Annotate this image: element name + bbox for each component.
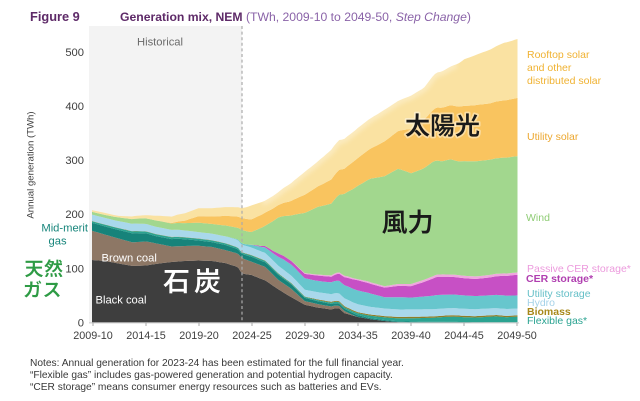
svg-text:2024-25: 2024-25 [232,330,272,342]
svg-text:Annual generation (TWh): Annual generation (TWh) [26,111,37,218]
svg-text:100: 100 [65,263,84,275]
svg-text:2034-35: 2034-35 [338,330,378,342]
svg-text:300: 300 [65,155,84,167]
svg-text:2019-20: 2019-20 [179,330,219,342]
svg-text:Mid-merit: Mid-merit [41,223,89,235]
svg-text:2049-50: 2049-50 [497,330,537,342]
svg-text:0: 0 [78,317,84,329]
svg-text:2014-15: 2014-15 [126,330,166,342]
svg-text:gas: gas [49,236,67,248]
svg-text:2009-10: 2009-10 [73,330,113,342]
svg-text:Brown coal: Brown coal [102,253,157,265]
svg-text:200: 200 [65,209,84,221]
svg-text:Black coal: Black coal [96,295,147,307]
svg-text:2044-45: 2044-45 [444,330,484,342]
svg-text:2039-40: 2039-40 [391,330,431,342]
svg-text:2029-30: 2029-30 [285,330,325,342]
svg-text:500: 500 [65,47,84,59]
svg-text:Historical: Historical [137,37,183,49]
svg-text:400: 400 [65,101,84,113]
